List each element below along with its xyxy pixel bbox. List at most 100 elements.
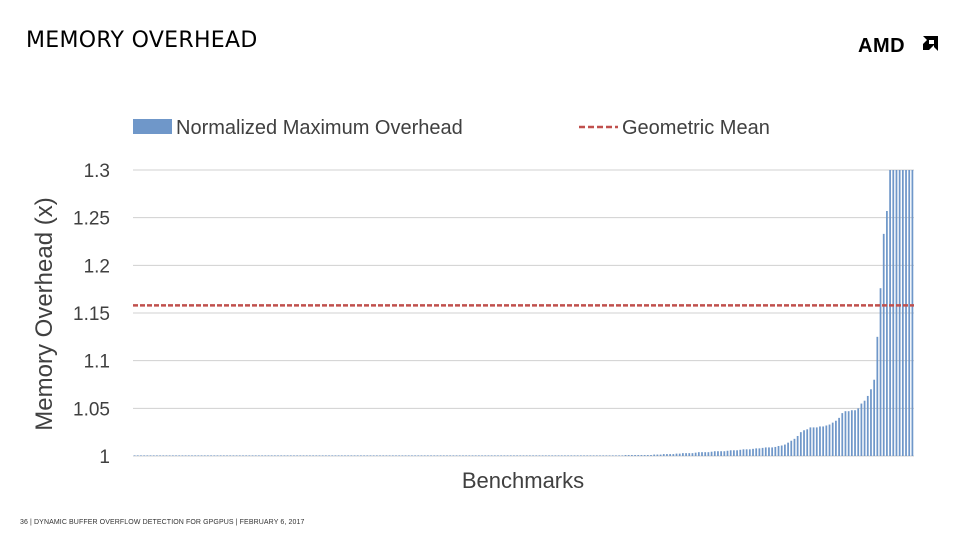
bar xyxy=(720,451,723,456)
bar xyxy=(522,455,525,456)
y-tick-labels: 1 1.05 1.1 1.15 1.2 1.25 1.3 xyxy=(73,161,110,468)
bar xyxy=(513,455,515,456)
bar xyxy=(857,408,860,456)
y-axis-title: Memory Overhead (x) xyxy=(31,197,58,430)
bar xyxy=(717,451,719,456)
bar xyxy=(347,455,350,456)
bar xyxy=(264,455,267,456)
bar xyxy=(350,455,353,456)
bar xyxy=(631,455,633,456)
bar-series xyxy=(133,170,914,456)
legend-swatch-bars xyxy=(133,119,172,134)
bar xyxy=(312,455,314,456)
y-tick-label: 1.1 xyxy=(84,352,110,373)
bar xyxy=(375,455,378,456)
bar xyxy=(391,455,394,456)
bar xyxy=(149,455,152,456)
bar xyxy=(901,170,904,456)
bar xyxy=(557,455,560,456)
bar xyxy=(426,455,429,456)
bar xyxy=(672,454,675,456)
bar xyxy=(433,455,436,456)
bar xyxy=(554,455,557,456)
bar xyxy=(156,455,158,456)
bar xyxy=(618,455,621,456)
bar xyxy=(251,455,254,456)
bar xyxy=(267,455,270,456)
bar xyxy=(841,413,844,456)
bar xyxy=(458,455,461,456)
bar xyxy=(570,455,573,456)
bar xyxy=(404,455,407,456)
bar xyxy=(372,455,375,456)
bar xyxy=(270,455,273,456)
bar xyxy=(697,452,700,456)
bar xyxy=(815,427,818,456)
bar xyxy=(764,447,767,456)
bar xyxy=(242,455,244,456)
bar xyxy=(768,447,770,456)
bar xyxy=(586,455,589,456)
bar xyxy=(506,455,509,456)
bar xyxy=(780,445,783,456)
bar xyxy=(344,455,346,456)
bar xyxy=(277,455,279,456)
bar xyxy=(538,455,541,456)
bar xyxy=(835,420,837,456)
bar xyxy=(207,455,209,456)
bar xyxy=(481,455,483,456)
bar xyxy=(656,454,659,456)
bar xyxy=(701,452,703,456)
bar xyxy=(608,455,611,456)
bar xyxy=(219,455,222,456)
y-tick-label: 1.3 xyxy=(84,161,110,182)
bar xyxy=(863,400,866,456)
bar xyxy=(296,455,299,456)
bar xyxy=(178,455,181,456)
bar xyxy=(299,455,302,456)
bar xyxy=(784,444,786,456)
bar xyxy=(280,455,283,456)
bar xyxy=(414,455,416,456)
grid-lines xyxy=(133,169,914,457)
bar xyxy=(704,452,707,456)
bar xyxy=(436,455,439,456)
bar xyxy=(752,448,754,456)
bar xyxy=(398,455,401,456)
bar xyxy=(688,453,691,456)
bar xyxy=(382,455,385,456)
bar xyxy=(599,455,601,456)
bar xyxy=(879,288,882,456)
bar xyxy=(337,455,340,456)
bar xyxy=(726,450,729,456)
bar xyxy=(873,379,876,456)
y-tick-label: 1.15 xyxy=(73,304,110,325)
bar xyxy=(624,455,627,456)
bar xyxy=(822,426,825,456)
bar xyxy=(305,455,308,456)
bar xyxy=(650,455,652,456)
bar xyxy=(143,455,146,456)
bar xyxy=(739,449,742,456)
bar xyxy=(420,455,423,456)
bar xyxy=(535,455,538,456)
y-tick-label: 1.2 xyxy=(84,256,110,277)
bar xyxy=(187,455,190,456)
bar xyxy=(653,454,656,456)
bar xyxy=(643,455,646,456)
bar xyxy=(509,455,512,456)
bar xyxy=(694,452,697,456)
bar xyxy=(525,455,528,456)
bar xyxy=(729,450,732,456)
bar xyxy=(882,233,885,456)
bar xyxy=(831,422,834,456)
bar xyxy=(210,455,212,456)
bar xyxy=(675,453,678,456)
bar xyxy=(580,455,582,456)
bar xyxy=(273,455,276,456)
bar xyxy=(401,455,404,456)
bar xyxy=(541,455,544,456)
bar xyxy=(468,455,471,456)
bar xyxy=(777,445,780,456)
